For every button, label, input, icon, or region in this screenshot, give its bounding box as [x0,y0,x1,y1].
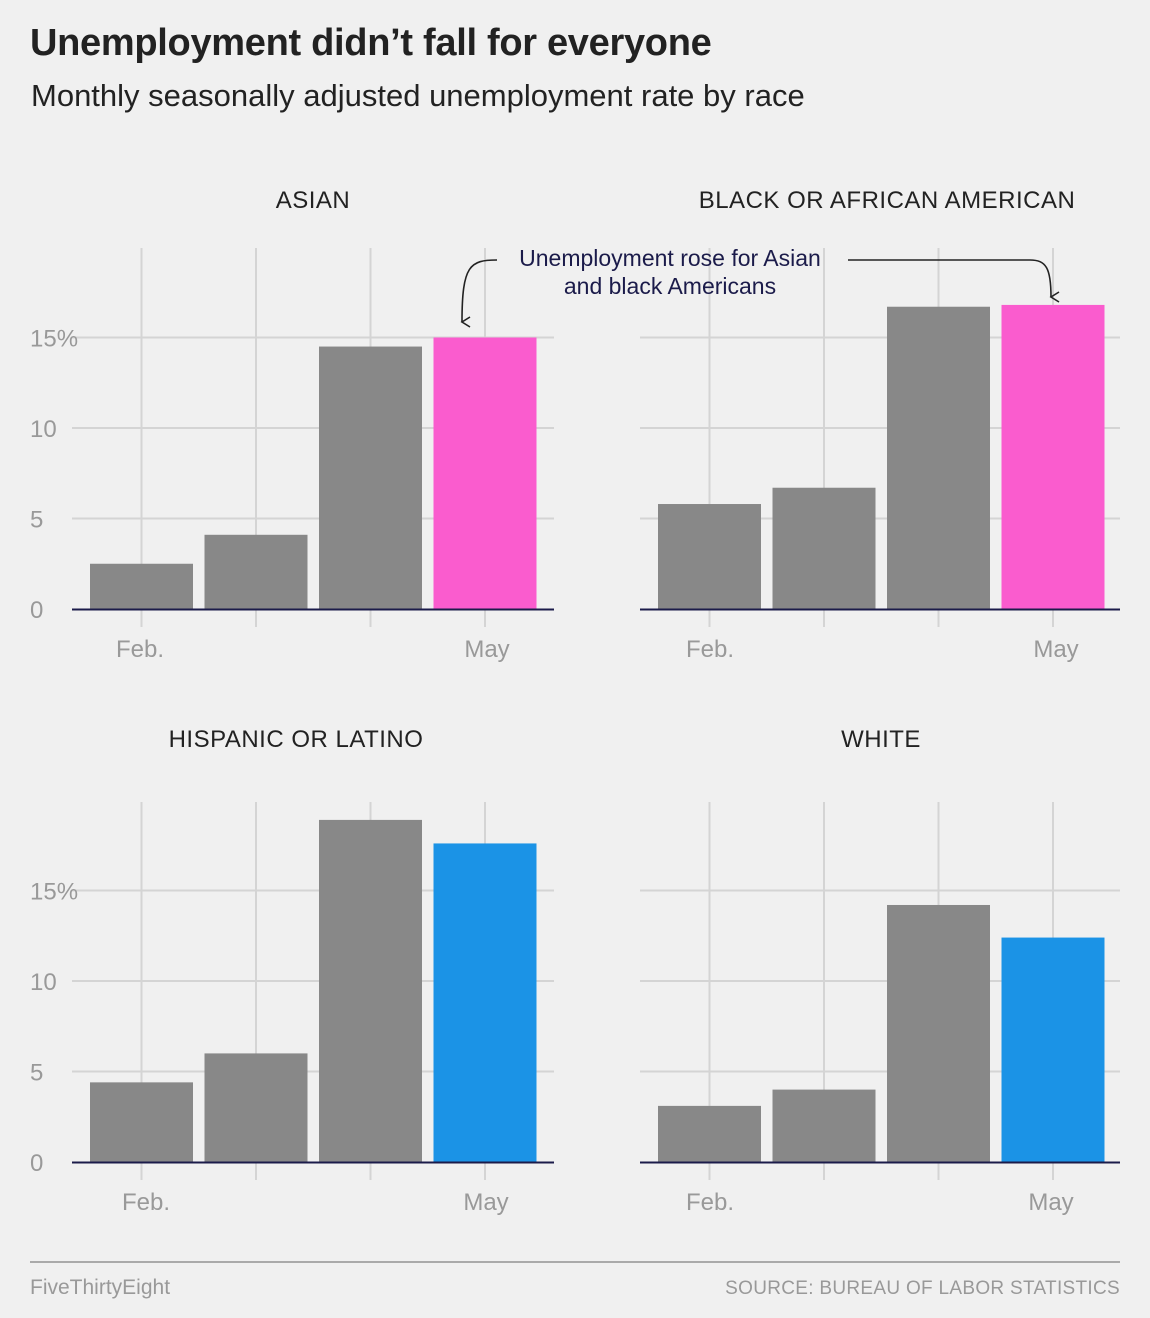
bar-may [1001,304,1105,609]
annotation-text: Unemployment rose for Asian and black Am… [480,244,860,300]
annotation-arrow-right [848,259,1060,303]
annotation-arrows [460,259,1060,328]
x-tick-label: May [464,636,509,663]
x-tick-label: May [1033,636,1078,663]
annotation-line-1: Unemployment rose for Asian [519,245,821,271]
panel-title: ASIAN [276,187,351,214]
y-tick-label: 10 [30,969,57,996]
brand-name: FiveThirtyEight [30,1276,171,1299]
source-note: SOURCE: BUREAU OF LABOR STATISTICS [725,1278,1120,1299]
y-tick-label: 0 [30,597,43,624]
annotation-arrow-left [460,259,498,328]
chart-subtitle: Monthly seasonally adjusted unemployment… [31,78,805,113]
chart-panel-4: Feb. May WHITE [640,726,1120,1216]
y-tick-label: 10 [30,416,57,443]
panel-title: HISPANIC OR LATINO [169,726,424,753]
y-tick-label: 5 [30,507,43,534]
bar-mar [204,1053,308,1162]
y-tick-label: 0 [30,1150,43,1177]
panel-title: BLACK OR AFRICAN AMERICAN [699,187,1076,214]
x-tick-label: Feb. [122,1189,170,1216]
footer-divider [30,1261,1120,1263]
x-tick-label: Feb. [686,1189,734,1216]
bar-may [1001,937,1105,1162]
bar-may [433,843,537,1162]
chart-title: Unemployment didn’t fall for everyone [30,22,712,64]
bar-mar [772,487,876,609]
x-tick-label: May [1028,1189,1073,1216]
bar-feb [90,563,193,609]
bar-mar [772,1089,876,1162]
chart-panel-3: 0 5 10 15% Feb. May HISPANIC OR LATINO [30,726,554,1216]
bar-may [433,337,537,609]
chart-panel-1: 0 5 10 15% Feb. May ASIAN [30,187,554,663]
bar-feb [658,504,761,609]
x-tick-label: Feb. [686,636,734,663]
x-tick-label: Feb. [116,636,164,663]
annotation-line-2: and black Americans [563,273,777,299]
y-tick-label: 15% [30,326,78,353]
bar-mar [204,534,308,609]
y-tick-label: 15% [30,879,78,906]
x-tick-label: May [463,1189,508,1216]
bar-apr [319,346,422,609]
chart-panel-2: Feb. May BLACK OR AFRICAN AMERICAN [640,187,1120,663]
bar-feb [90,1082,193,1162]
bar-apr [887,306,990,609]
bar-feb [658,1105,761,1162]
bar-apr [887,904,990,1162]
bar-apr [319,819,422,1162]
y-tick-label: 5 [30,1060,43,1087]
panel-title: WHITE [841,726,921,753]
